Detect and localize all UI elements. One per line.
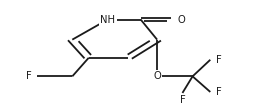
Text: NH: NH xyxy=(100,14,115,25)
Text: F: F xyxy=(179,95,185,106)
Text: F: F xyxy=(216,87,222,97)
Text: O: O xyxy=(153,71,161,81)
Text: F: F xyxy=(216,55,222,65)
Text: F: F xyxy=(26,71,31,81)
Text: O: O xyxy=(177,14,185,25)
Text: F: F xyxy=(26,71,31,81)
Text: NH: NH xyxy=(100,14,115,25)
Text: F: F xyxy=(179,95,185,106)
Text: O: O xyxy=(153,71,161,81)
Text: F: F xyxy=(216,55,222,65)
Text: O: O xyxy=(177,14,185,25)
Text: F: F xyxy=(216,87,222,97)
